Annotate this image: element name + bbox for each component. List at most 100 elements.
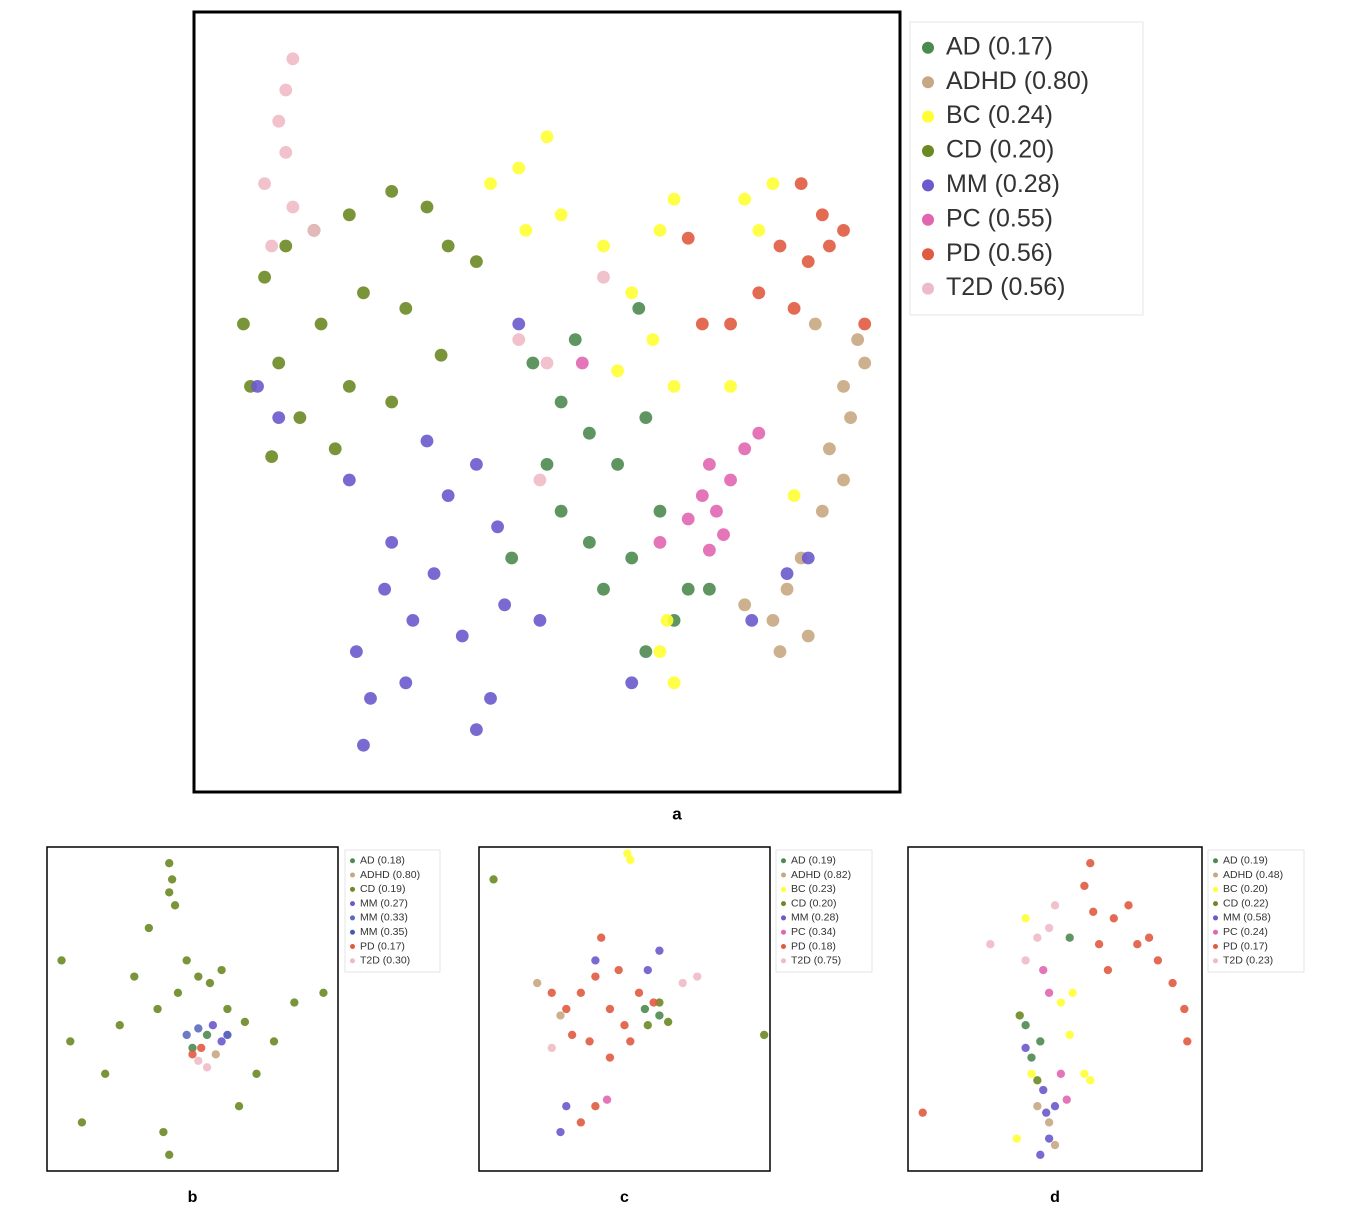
point bbox=[165, 859, 174, 868]
point bbox=[1124, 901, 1133, 910]
point bbox=[738, 442, 752, 456]
plot-frame bbox=[192, 10, 902, 794]
points bbox=[489, 849, 769, 1137]
point bbox=[625, 676, 639, 690]
point bbox=[1080, 881, 1089, 891]
point bbox=[597, 239, 610, 253]
point bbox=[837, 224, 850, 237]
point bbox=[470, 458, 483, 471]
legend-marker bbox=[922, 41, 934, 54]
point bbox=[1144, 933, 1154, 942]
point bbox=[724, 473, 737, 487]
point bbox=[681, 231, 695, 245]
legend-label: ADHD (0.80) bbox=[946, 67, 1089, 95]
point bbox=[1039, 1085, 1048, 1095]
legend-label: PD (0.56) bbox=[946, 239, 1053, 267]
point bbox=[640, 1004, 650, 1014]
point bbox=[823, 442, 836, 456]
point bbox=[1044, 1134, 1054, 1143]
point bbox=[646, 333, 660, 346]
point bbox=[567, 1030, 577, 1040]
point bbox=[611, 458, 624, 471]
point bbox=[597, 582, 610, 596]
point bbox=[357, 738, 370, 752]
point bbox=[837, 380, 850, 393]
legend-label: T2D (0.30) bbox=[360, 955, 410, 967]
point bbox=[470, 255, 483, 268]
point bbox=[639, 645, 653, 658]
point bbox=[498, 598, 512, 612]
point bbox=[597, 933, 606, 942]
point bbox=[562, 1004, 571, 1014]
point bbox=[660, 614, 674, 627]
point bbox=[484, 692, 497, 705]
point bbox=[211, 1050, 220, 1059]
point bbox=[489, 875, 498, 884]
legend-marker bbox=[781, 929, 786, 935]
point bbox=[626, 1037, 635, 1046]
point bbox=[441, 239, 455, 253]
point bbox=[314, 317, 328, 331]
point bbox=[57, 956, 66, 965]
point bbox=[265, 239, 279, 253]
point bbox=[693, 972, 702, 981]
legend-label: MM (0.35) bbox=[360, 926, 408, 938]
point bbox=[695, 489, 709, 502]
point bbox=[766, 177, 780, 191]
point bbox=[639, 411, 653, 424]
point bbox=[605, 1004, 615, 1014]
legend-marker bbox=[1213, 944, 1218, 950]
point bbox=[653, 224, 667, 237]
point bbox=[815, 208, 829, 222]
point bbox=[1153, 956, 1163, 965]
point bbox=[626, 855, 635, 865]
legend-marker bbox=[781, 958, 786, 964]
point bbox=[434, 348, 448, 362]
point bbox=[724, 317, 737, 331]
point bbox=[667, 676, 681, 690]
legend-box bbox=[775, 849, 873, 973]
point bbox=[667, 192, 681, 206]
legend-marker bbox=[350, 858, 355, 864]
point bbox=[66, 1037, 75, 1046]
legend-marker bbox=[1213, 915, 1218, 921]
point bbox=[526, 356, 540, 370]
point bbox=[773, 645, 787, 658]
point bbox=[655, 998, 664, 1007]
point bbox=[738, 192, 752, 206]
point bbox=[251, 380, 264, 393]
legend-marker bbox=[350, 886, 355, 892]
legend-label: MM (0.28) bbox=[791, 912, 839, 924]
point bbox=[159, 1127, 168, 1137]
point bbox=[702, 458, 716, 471]
legend-label: CD (0.22) bbox=[1223, 897, 1269, 909]
point bbox=[470, 723, 483, 736]
point bbox=[194, 1056, 203, 1065]
point bbox=[272, 114, 286, 128]
point bbox=[420, 200, 434, 214]
point bbox=[752, 224, 766, 237]
point bbox=[1042, 1108, 1051, 1117]
legend-marker bbox=[350, 929, 355, 935]
point bbox=[620, 1021, 629, 1030]
legend-label: AD (0.19) bbox=[791, 855, 836, 867]
point bbox=[801, 629, 815, 643]
point bbox=[1021, 1043, 1030, 1053]
legend-label: PD (0.17) bbox=[360, 940, 405, 952]
point bbox=[234, 1102, 244, 1111]
point bbox=[512, 161, 526, 175]
point bbox=[655, 1011, 664, 1020]
point bbox=[634, 988, 644, 997]
points bbox=[237, 52, 872, 752]
point bbox=[144, 923, 154, 933]
points bbox=[918, 859, 1192, 1159]
point bbox=[773, 239, 787, 253]
plot-frame bbox=[478, 846, 771, 1172]
point bbox=[258, 177, 271, 191]
point bbox=[787, 302, 801, 315]
panel-caption: c bbox=[620, 1189, 629, 1206]
point bbox=[815, 504, 829, 518]
point bbox=[794, 177, 808, 191]
point bbox=[780, 582, 794, 596]
point bbox=[808, 317, 822, 331]
